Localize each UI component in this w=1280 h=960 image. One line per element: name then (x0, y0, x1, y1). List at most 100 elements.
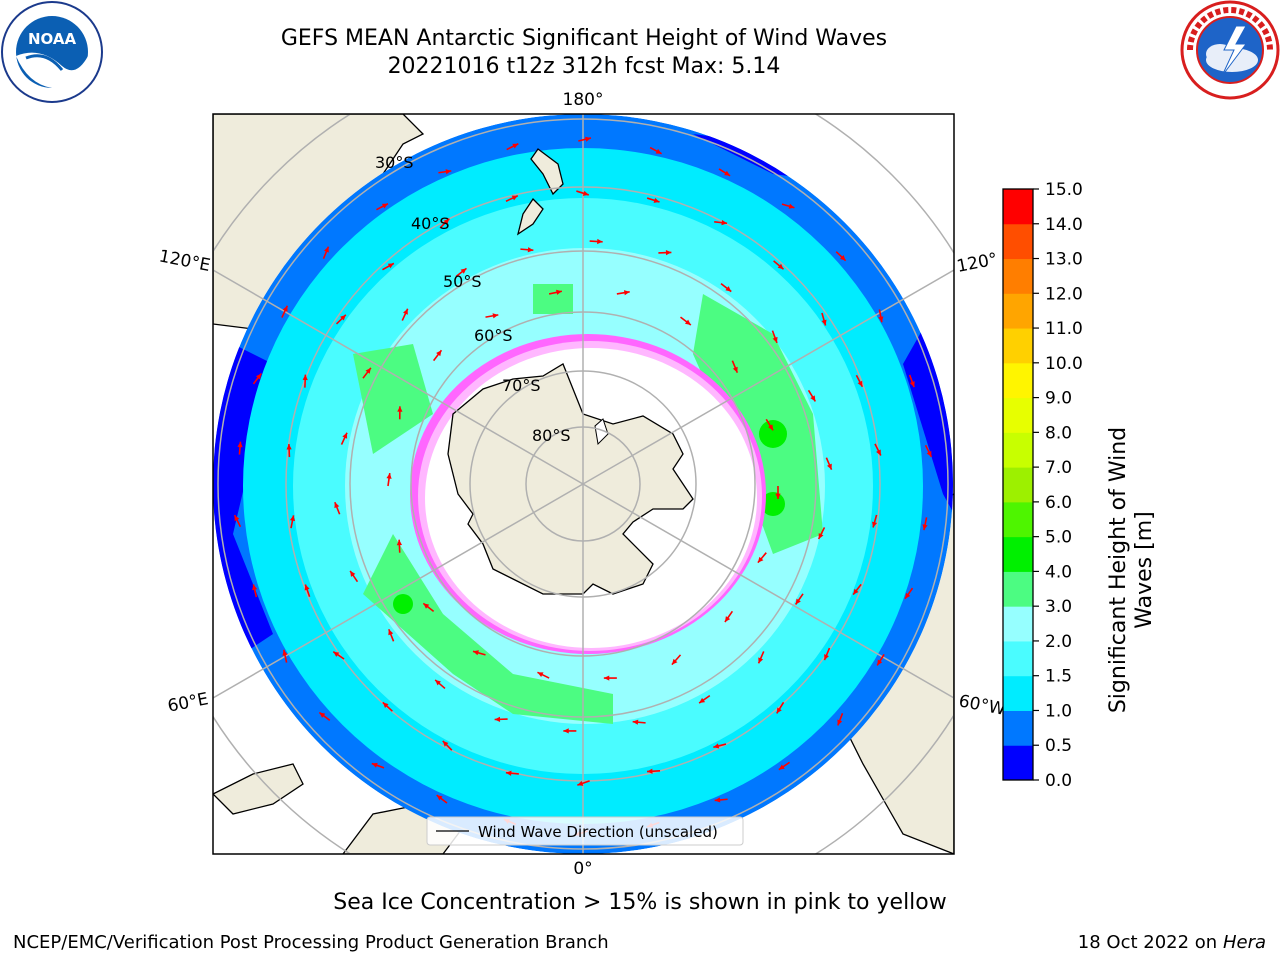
colorbar-band (1003, 467, 1033, 503)
wave-direction-arrow (835, 251, 847, 262)
wave-direction-arrow (773, 260, 785, 270)
wave-direction-arrow (434, 679, 446, 690)
wave-direction-arrow (281, 305, 289, 318)
wave-direction-arrow (233, 514, 242, 528)
wave-direction-arrow (576, 190, 590, 196)
colorbar-tick-label: 2.0 (1045, 632, 1072, 652)
wave-direction-arrow (401, 308, 409, 321)
wave-direction-arrow (548, 289, 563, 295)
lat-label-70s: 70°S (502, 376, 541, 395)
wave-direction-arrow (924, 444, 933, 458)
wave-direction-arrow (505, 770, 519, 776)
sea-ice-note: Sea Ice Concentration > 15% is shown in … (333, 890, 947, 915)
antarctica-landmass (447, 363, 694, 595)
wave-direction-arrow (817, 527, 826, 540)
wave-direction-arrow (775, 486, 781, 499)
wave-direction-arrow (455, 267, 467, 277)
colorbar-band (1003, 606, 1033, 642)
wave-direction-arrow (837, 713, 844, 726)
colorbar-band (1003, 745, 1033, 781)
wave-direction-arrow (334, 501, 341, 515)
colorbar-tick-label: 13.0 (1045, 250, 1083, 270)
colorbar-band (1003, 223, 1033, 260)
wave-direction-arrow (825, 457, 833, 470)
wave-direction-arrow (577, 780, 590, 786)
new-zealand-landmass (516, 148, 564, 236)
wave-direction-arrow (335, 314, 347, 325)
lat-label-60s: 60°S (474, 326, 513, 345)
colorbar-band (1003, 640, 1033, 677)
wave-direction-arrow (616, 290, 630, 296)
wave-direction-arrow (282, 649, 288, 663)
colorbar-tick-label: 7.0 (1045, 458, 1072, 478)
colorbar-tick-label: 0.5 (1045, 736, 1072, 756)
credit-date: 18 Oct 2022 on Hera (1078, 932, 1266, 953)
wave-direction-arrow (714, 220, 728, 226)
wave-direction-arrows (233, 136, 933, 836)
colorbar-tick-label: 15.0 (1045, 180, 1083, 200)
wave-direction-arrow (304, 584, 311, 598)
wave-direction-arrow (371, 762, 385, 769)
wave-direction-arrow (807, 389, 817, 402)
wave-direction-arrow (821, 312, 827, 326)
colorbar-tick-label: 5.0 (1045, 528, 1072, 548)
colorbar-band (1003, 258, 1033, 294)
wave-direction-arrow (537, 671, 550, 679)
wave-direction-arrow (646, 768, 661, 774)
colorbar-tick-label: 14.0 (1045, 215, 1083, 235)
wave-direction-arrow (713, 743, 727, 749)
wave-direction-arrow (671, 654, 682, 666)
wave-direction-arrow (852, 583, 862, 596)
colorbar-band (1003, 501, 1033, 538)
colorbar-band (1003, 328, 1033, 364)
wave-direction-arrow (874, 443, 882, 456)
wave-direction-arrow (649, 146, 662, 155)
colorbar-tick-label: 3.0 (1045, 597, 1072, 617)
noaa-logo-text: NOAA (28, 30, 77, 48)
wave-direction-arrow (589, 238, 603, 245)
wave-direction-arrow (823, 647, 831, 661)
wave-direction-arrow (302, 374, 308, 388)
colorbar-band (1003, 362, 1033, 399)
lat-label-30s: 30°S (375, 153, 414, 172)
wave-direction-arrow (563, 728, 577, 734)
wave-direction-arrow (794, 593, 804, 605)
wave-direction-arrow (658, 250, 672, 256)
wave-direction-arrow (422, 602, 435, 612)
map-legend: Wind Wave Direction (unscaled) (426, 816, 744, 846)
credit-branch: NCEP/EMC/Verification Post Processing Pr… (13, 932, 609, 953)
colorbar-band (1003, 571, 1033, 607)
wave-direction-arrow (318, 711, 331, 721)
colorbar-tick-label: 9.0 (1045, 389, 1072, 409)
colorbar-tick-label: 6.0 (1045, 493, 1072, 513)
colorbar-label-line1: Significant Height of Wind (1106, 427, 1131, 713)
wave-direction-arrow (680, 316, 692, 326)
colorbar-bands (1003, 189, 1033, 781)
wave-direction-arrow (872, 514, 878, 528)
lat-label-40s: 40°S (411, 214, 450, 233)
wave-direction-arrow (757, 552, 767, 564)
wave-direction-arrow (731, 360, 739, 373)
colorbar-band (1003, 293, 1033, 329)
wave-direction-arrow (322, 246, 330, 259)
colorbar-tick-label: 11.0 (1045, 319, 1083, 339)
wave-direction-arrow (757, 651, 765, 664)
colorbar-tick-label: 12.0 (1045, 284, 1083, 304)
wave-direction-arrow (908, 374, 915, 388)
wave-direction-arrow (237, 441, 243, 455)
colorbar-frame (1002, 188, 1034, 781)
colorbar-tick-label: 0.0 (1045, 771, 1072, 791)
wave-direction-arrow (718, 168, 731, 177)
wave-direction-arrow (252, 584, 258, 598)
lon-label-upper-left: 120°E (157, 246, 212, 275)
wave-direction-arrow (720, 282, 732, 293)
wave-direction-arrow (286, 444, 292, 458)
colorbar-tick-label: 10.0 (1045, 354, 1083, 374)
credit-machine: Hera (1222, 932, 1266, 953)
noaa-logo-icon: NOAA (1, 1, 103, 103)
wave-direction-arrow (472, 650, 486, 656)
lat-label-80s: 80°S (532, 426, 571, 445)
wave-direction-arrow (439, 218, 450, 229)
wave-direction-arrow (382, 262, 395, 271)
wave-direction-arrow (646, 197, 660, 203)
